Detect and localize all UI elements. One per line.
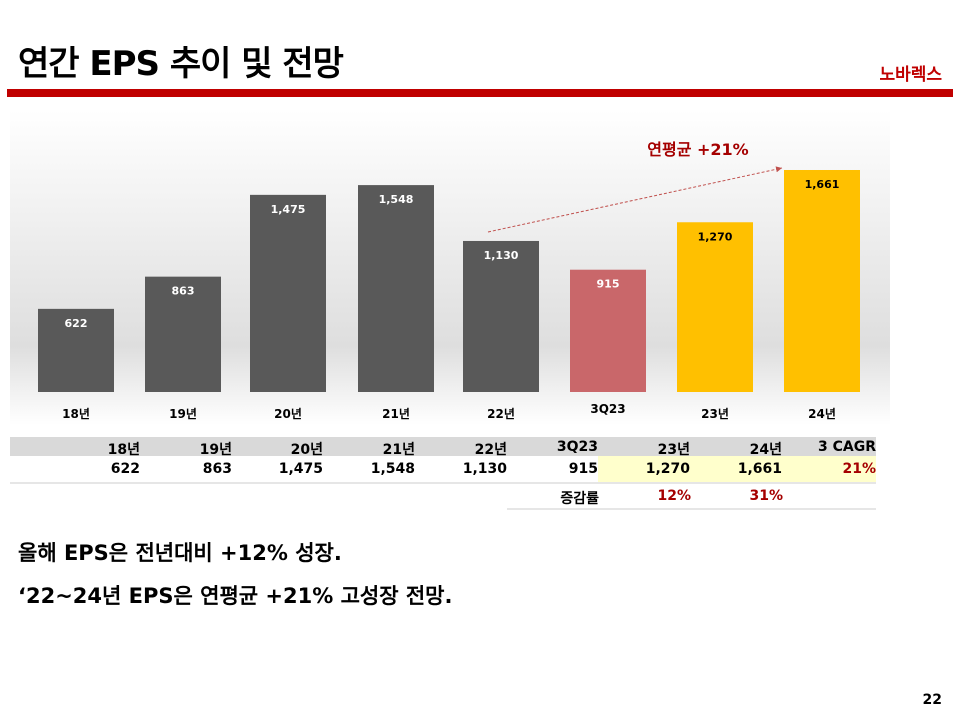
bar-value-label: 622 xyxy=(65,317,88,330)
table-value-cell: 863 xyxy=(202,461,232,477)
bar-value-label: 1,270 xyxy=(698,230,733,243)
table-header-cell: 19년 xyxy=(199,442,232,458)
x-tick-label: 24년 xyxy=(808,407,836,421)
bar xyxy=(677,222,753,392)
table-value-cell: 915 xyxy=(568,461,598,477)
x-tick-label: 22년 xyxy=(487,407,515,421)
page-title: 연간 EPS 추이 및 전망 xyxy=(18,44,344,84)
brand-label: 노바렉스 xyxy=(879,65,942,85)
table-value-cell: 1,270 xyxy=(645,461,690,477)
bar xyxy=(463,240,539,392)
bar xyxy=(38,308,114,392)
bar xyxy=(784,170,860,392)
bar xyxy=(358,185,434,392)
table-value-cell: 1,475 xyxy=(278,461,323,477)
table-header-cell: 23년 xyxy=(657,442,690,458)
x-tick-label: 20년 xyxy=(274,407,302,421)
table-header-cell: 3 CAGR xyxy=(818,439,876,455)
bar-value-label: 863 xyxy=(172,285,195,298)
x-tick-label: 21년 xyxy=(382,407,410,421)
title-divider xyxy=(7,89,953,97)
table-header-cell: 22년 xyxy=(474,442,507,458)
bar xyxy=(145,276,221,392)
table-value-cell: 1,661 xyxy=(737,461,782,477)
table-value-cell: 1,548 xyxy=(370,461,415,477)
eps-bar-chart: 622 18년 863 19년 1,475 20년 1,548 21년 1,130 22년 915 3… xyxy=(10,110,890,425)
table-header-cell: 18년 xyxy=(107,442,140,458)
bar xyxy=(250,194,326,392)
x-tick-label: 3Q23 xyxy=(590,402,625,416)
table-value-cell: 21% xyxy=(842,461,876,477)
x-tick-label: 19년 xyxy=(169,407,197,421)
table-header-cell: 21년 xyxy=(382,442,415,458)
table-header-row: 18년 19년 20년 21년 22년 3Q23 23년 24년 3 CAGR xyxy=(10,437,876,458)
comment-1: 올해 EPS은 전년대비 +12% 성장. xyxy=(18,541,342,565)
change-24: 31% xyxy=(749,488,783,504)
forecast-highlight xyxy=(598,456,876,482)
page-number: 22 xyxy=(922,692,942,708)
bar-value-label: 1,130 xyxy=(484,249,519,262)
bar-value-label: 1,475 xyxy=(271,203,306,216)
table-values-row: 622 863 1,475 1,548 1,130 915 1,270 1,661 21% xyxy=(10,456,876,484)
change-row: 증감률 12% 31% xyxy=(507,485,876,510)
x-tick-label: 18년 xyxy=(62,407,90,421)
trend-arrow xyxy=(487,166,783,233)
bar-value-label: 1,548 xyxy=(379,193,414,206)
cagr-annotation: 연평균 +21% xyxy=(647,140,748,159)
eps-table: 18년 19년 20년 21년 22년 3Q23 23년 24년 3 CAGR 622 863 1,… xyxy=(10,437,876,510)
chart-background xyxy=(10,110,890,425)
x-tick-label: 23년 xyxy=(701,407,729,421)
table-header-cell: 3Q23 xyxy=(556,439,598,455)
change-23: 12% xyxy=(657,488,691,504)
table-value-cell: 1,130 xyxy=(462,461,507,477)
change-label: 증감률 xyxy=(560,491,599,507)
bar xyxy=(570,269,646,392)
table-header-cell: 24년 xyxy=(749,442,782,458)
table-header-cell: 20년 xyxy=(290,442,323,458)
bar-value-label: 1,661 xyxy=(805,178,840,191)
comment-2: ‘22~24년 EPS은 연평균 +21% 고성장 전망. xyxy=(18,584,453,608)
bar-value-label: 915 xyxy=(597,278,620,291)
table-value-cell: 622 xyxy=(110,461,140,477)
